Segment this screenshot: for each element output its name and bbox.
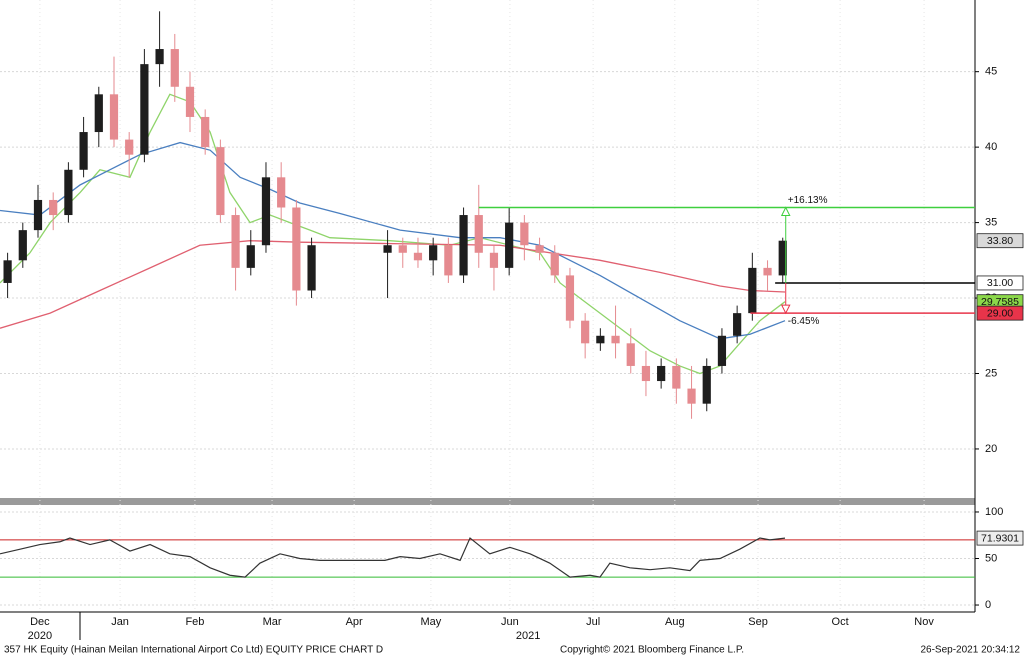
y-tick-label: 40 — [985, 141, 997, 153]
x-tick-label: Oct — [832, 616, 849, 628]
x-tick-label: Jul — [586, 616, 600, 628]
footer-left: 357 HK Equity (Hainan Meilan Internation… — [4, 645, 383, 656]
x-tick-label: Feb — [185, 616, 204, 628]
year-label: 2021 — [516, 630, 540, 642]
candle-body — [140, 64, 149, 155]
candle-body — [64, 169, 73, 216]
candle-body — [596, 335, 605, 344]
price-tag-label: 31.00 — [987, 277, 1013, 289]
candle-body — [733, 313, 742, 336]
candle-body — [763, 267, 772, 276]
candle-body — [79, 132, 88, 170]
candle-body — [657, 365, 666, 382]
x-tick-label: Sep — [748, 616, 768, 628]
footer-center: Copyright© 2021 Bloomberg Finance L.P. — [560, 645, 744, 656]
y-tick-label: 45 — [985, 66, 997, 78]
candle-body — [626, 343, 635, 366]
y-tick-label: 20 — [985, 443, 997, 455]
level-arrowhead — [780, 206, 791, 216]
level-arrowhead — [780, 304, 791, 315]
candle-body — [550, 252, 559, 276]
candle-body — [383, 245, 392, 253]
y-tick-label: 25 — [985, 367, 997, 379]
candle-body — [3, 260, 12, 283]
x-tick-label: Mar — [263, 616, 282, 628]
candle-body — [535, 245, 544, 253]
price-tag-label: 29.00 — [987, 307, 1013, 319]
x-tick-label: Apr — [346, 616, 363, 628]
candle-body — [185, 86, 195, 117]
candle-body — [641, 365, 651, 382]
price-tag — [976, 305, 1024, 321]
price-tag-label: 29.7585 — [981, 296, 1019, 308]
x-tick-label: Dec — [30, 616, 50, 628]
moving-average — [0, 240, 786, 329]
candle-body — [261, 177, 271, 246]
candle-body — [444, 245, 453, 276]
candle-body — [565, 275, 575, 321]
level-label: +16.13% — [788, 195, 828, 206]
footer-right: 26-Sep-2021 20:34:12 — [920, 645, 1020, 656]
candle-body — [778, 240, 787, 276]
x-tick-label: Jun — [501, 616, 519, 628]
price-tag — [976, 530, 1024, 546]
y-tick-label: 100 — [985, 506, 1003, 518]
rsi-line — [0, 537, 786, 578]
candle-body — [459, 215, 468, 276]
candle-body — [520, 222, 529, 246]
candle-body — [216, 147, 225, 216]
candle-body — [717, 335, 727, 366]
moving-average — [0, 93, 786, 375]
price-tag — [976, 275, 1024, 291]
moving-average — [0, 141, 786, 340]
candle-body — [246, 245, 255, 268]
candle-body — [170, 49, 179, 87]
year-label: 2020 — [28, 630, 52, 642]
candle-body — [277, 177, 286, 208]
candle-body — [49, 199, 58, 216]
candle-body — [18, 230, 27, 261]
candle-body — [292, 207, 301, 291]
candle-body — [94, 94, 103, 133]
candle-body — [489, 252, 499, 268]
candle-body — [201, 116, 210, 148]
x-tick-label: Aug — [665, 616, 685, 628]
x-tick-label: May — [420, 616, 441, 628]
level-label: -6.45% — [788, 316, 820, 327]
candle-body — [125, 139, 134, 155]
x-tick-label: Nov — [914, 616, 934, 628]
candle-body — [398, 245, 407, 253]
y-tick-label: 0 — [985, 599, 991, 611]
candle-body — [687, 388, 696, 404]
candle-body — [231, 215, 240, 268]
y-tick-label: 50 — [985, 552, 997, 564]
panel-divider — [0, 498, 975, 505]
candle-body — [413, 252, 423, 261]
candle-body — [611, 335, 620, 344]
candle-body — [307, 245, 316, 291]
y-tick-label: 35 — [985, 216, 997, 228]
price-tag — [976, 233, 1024, 249]
candle-body — [748, 267, 757, 314]
candle-body — [155, 49, 164, 65]
candle-body — [702, 365, 711, 404]
candle-body — [109, 94, 119, 140]
price-tag-label: 71.9301 — [981, 532, 1019, 544]
x-tick-label: Jan — [111, 616, 129, 628]
candle-body — [505, 222, 514, 268]
candle-body — [672, 365, 681, 389]
candle-body — [581, 320, 590, 344]
candle-body — [429, 245, 438, 261]
candle-body — [33, 199, 43, 231]
candle-body — [474, 215, 483, 253]
price-tag-label: 33.80 — [987, 235, 1013, 247]
